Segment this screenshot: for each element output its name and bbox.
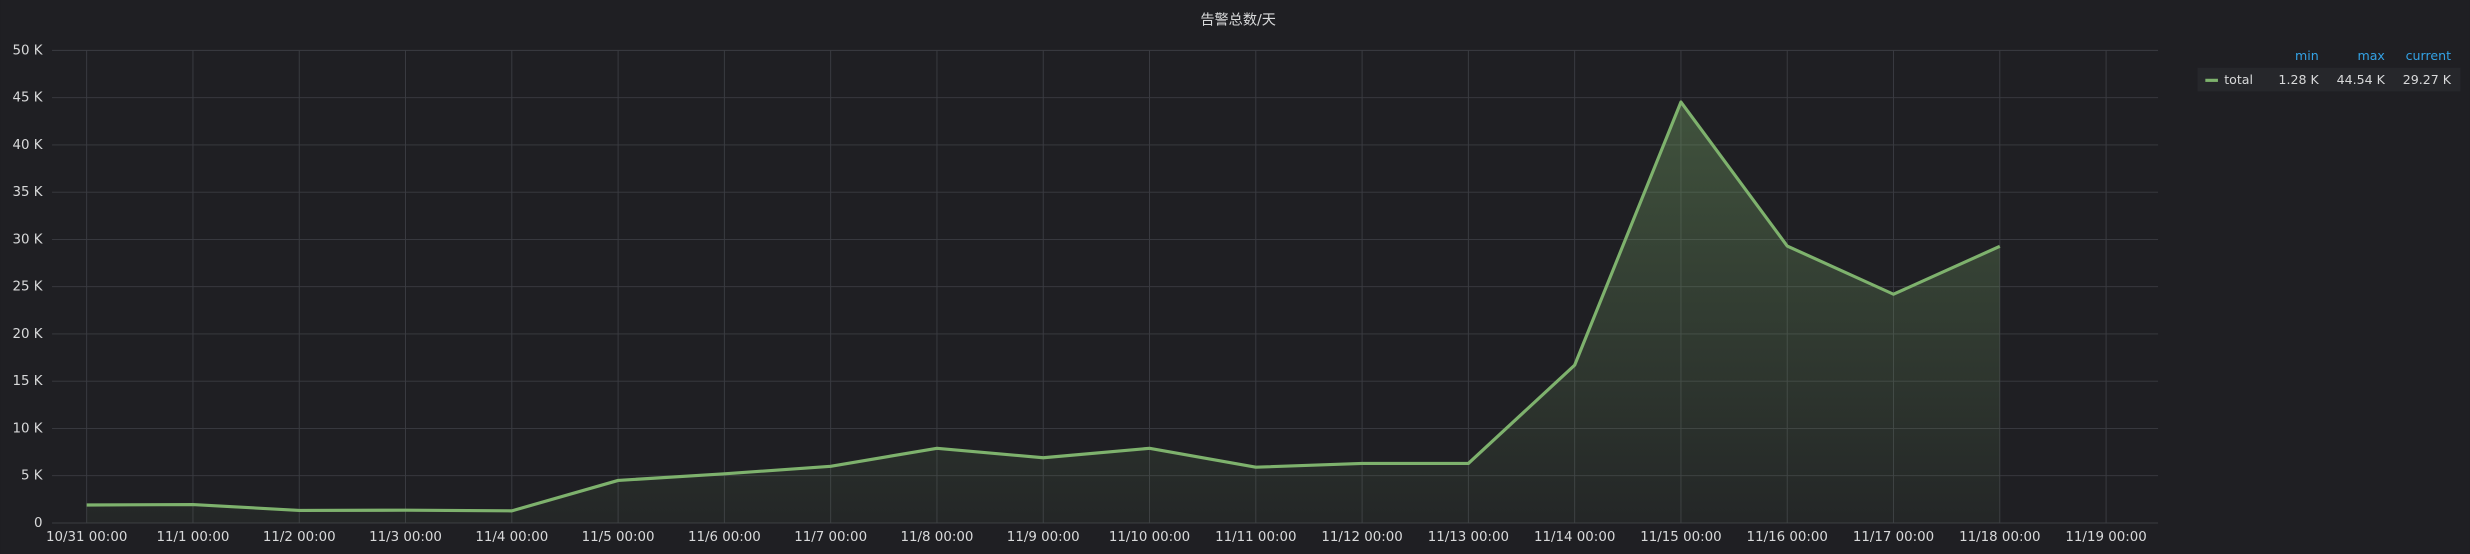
legend-row-background (2197, 67, 2461, 92)
x-tick-label: 11/2 00:00 (263, 530, 336, 545)
x-tick-label: 11/13 00:00 (1428, 530, 1509, 545)
legend-value: 29.27 K (2403, 72, 2452, 87)
area (86, 102, 2000, 523)
x-tick-label: 11/12 00:00 (1321, 530, 1402, 545)
y-tick-label: 30 K (13, 232, 44, 247)
y-tick-label: 35 K (13, 185, 44, 200)
x-tick-label: 11/11 00:00 (1215, 530, 1296, 545)
x-tick-label: 11/10 00:00 (1109, 530, 1190, 545)
legend-value: 44.54 K (2337, 72, 2386, 87)
y-tick-label: 20 K (13, 327, 44, 342)
x-tick-label: 11/7 00:00 (794, 530, 867, 545)
x-tick-label: 11/5 00:00 (582, 530, 655, 545)
x-tick-label: 11/6 00:00 (688, 530, 761, 545)
legend-label: total (2224, 72, 2253, 87)
legend-header: min (2295, 48, 2319, 63)
chart-title: 告警总数/天 (1200, 12, 1276, 28)
x-tick-label: 11/19 00:00 (2065, 530, 2146, 545)
line (86, 100, 2001, 513)
y-tick-label: 40 K (13, 138, 44, 153)
y-tick-label: 0 (34, 516, 43, 531)
y-tick-label: 5 K (21, 469, 44, 484)
x-tick-label: 11/14 00:00 (1534, 530, 1615, 545)
x-tick-label: 11/3 00:00 (369, 530, 442, 545)
x-tick-label: 11/18 00:00 (1959, 530, 2040, 545)
x-tick-label: 11/8 00:00 (901, 530, 974, 545)
y-tick-label: 10 K (13, 421, 44, 436)
x-tick-label: 11/15 00:00 (1640, 530, 1721, 545)
y-tick-label: 50 K (13, 43, 44, 58)
x-tick-label: 11/1 00:00 (157, 530, 230, 545)
x-tick-label: 11/16 00:00 (1747, 530, 1828, 545)
legend-value: 1.28 K (2278, 72, 2319, 87)
x-tick-label: 10/31 00:00 (46, 530, 127, 545)
x-tick-label: 11/9 00:00 (1007, 530, 1080, 545)
y-tick-label: 25 K (13, 280, 44, 295)
y-tick-label: 15 K (13, 374, 44, 389)
x-tick-label: 11/17 00:00 (1853, 530, 1934, 545)
legend-header: max (2357, 48, 2385, 63)
y-tick-label: 45 K (13, 91, 44, 106)
legend-header: current (2406, 48, 2451, 63)
x-tick-label: 11/4 00:00 (475, 530, 548, 545)
